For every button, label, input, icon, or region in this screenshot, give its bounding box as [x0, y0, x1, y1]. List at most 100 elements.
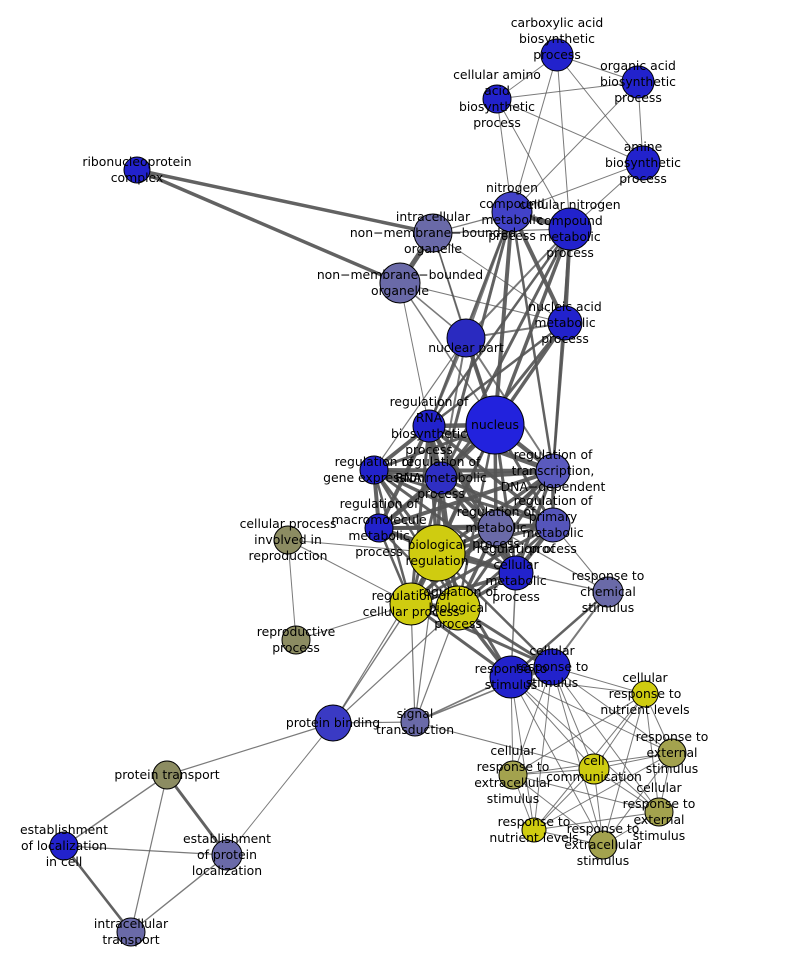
graph-edge: [512, 774, 660, 813]
graph-node-regulation-of-transcription-dna-dependent[interactable]: [535, 453, 571, 489]
graph-edge: [62, 845, 133, 933]
graph-node-protein-binding[interactable]: [314, 704, 352, 742]
graph-edge: [136, 168, 434, 235]
graph-edge: [373, 337, 467, 471]
graph-node-cellular-response-to-stimulus[interactable]: [533, 648, 571, 686]
graph-edge: [432, 228, 571, 234]
graph-edge: [493, 211, 514, 426]
graph-edge: [332, 552, 438, 724]
graph-edge: [130, 854, 228, 933]
graph-node-signal-transduction[interactable]: [400, 707, 430, 737]
graph-node-regulation-of-rna-metabolic-process[interactable]: [424, 461, 458, 495]
graph-node-cellular-response-to-extracellular-stimulus[interactable]: [498, 760, 528, 790]
graph-node-response-to-stimulus[interactable]: [489, 655, 533, 699]
graph-edge: [373, 468, 517, 575]
graph-node-nucleus[interactable]: [465, 395, 525, 455]
graph-edge: [440, 476, 554, 527]
graph-node-establishment-of-localization-in-cell[interactable]: [49, 831, 79, 861]
graph-edge: [496, 98, 571, 230]
graph-edge: [377, 425, 431, 529]
graph-node-nuclear-part[interactable]: [446, 318, 486, 358]
graph-node-regulation-of-macromolecule-metabolic-process[interactable]: [364, 513, 394, 543]
graph-node-intracellular-non-membrane-bounded-organelle[interactable]: [413, 213, 453, 253]
graph-node-cellular-response-to-external-stimulus[interactable]: [644, 797, 674, 827]
graph-node-cellular-nitrogen-compound-metabolic-process[interactable]: [548, 207, 592, 251]
graph-edge: [465, 228, 571, 339]
graph-edge: [556, 54, 644, 164]
graph-edge: [287, 539, 297, 641]
graph-node-response-to-extracellular-stimulus[interactable]: [588, 830, 618, 860]
graph-node-ribonucleoprotein-complex[interactable]: [123, 156, 151, 184]
graph-node-regulation-of-metabolic-process[interactable]: [477, 509, 515, 547]
graph-node-biological-regulation[interactable]: [408, 524, 466, 582]
graph-edge: [410, 602, 553, 669]
graph-edge: [456, 424, 497, 609]
graph-edge: [512, 666, 553, 776]
graph-node-protein-transport[interactable]: [152, 760, 182, 790]
graph-edge: [533, 666, 553, 831]
graph-edge: [399, 282, 430, 427]
graph-edge: [514, 470, 555, 574]
graph-node-cellular-response-to-nutrient-levels[interactable]: [631, 680, 659, 708]
graph-node-nitrogen-compound-metabolic-process[interactable]: [491, 191, 533, 233]
graph-edge: [399, 282, 566, 324]
graph-edge: [551, 666, 673, 754]
graph-edge: [510, 676, 604, 846]
edges-layer: [62, 54, 673, 933]
graph-edge: [465, 211, 513, 339]
graph-node-nucleic-acid-metabolic-process[interactable]: [547, 305, 583, 341]
graph-edge: [63, 774, 168, 847]
graph-edge: [136, 168, 401, 285]
graph-node-reproductive-process[interactable]: [281, 625, 311, 655]
graph-edge: [510, 676, 660, 813]
graph-edge: [551, 322, 567, 472]
graph-node-intracellular-transport[interactable]: [116, 917, 146, 947]
graph-node-regulation-of-gene-expression[interactable]: [359, 455, 389, 485]
graph-edge: [510, 676, 535, 831]
nodes-layer[interactable]: [49, 38, 687, 947]
graph-edge: [533, 752, 673, 831]
graph-edge: [556, 54, 571, 230]
graph-edge: [510, 676, 673, 754]
graph-edge: [551, 666, 660, 813]
graph-node-regulation-of-cellular-process[interactable]: [389, 582, 433, 626]
graph-node-establishment-of-protein-localization[interactable]: [211, 839, 243, 871]
graph-edge: [373, 468, 554, 473]
graph-edge: [512, 774, 604, 846]
graph-edge: [332, 607, 459, 724]
graph-edge: [373, 468, 554, 527]
graph-node-response-to-nutrient-levels[interactable]: [521, 817, 547, 843]
graph-edge: [602, 693, 646, 846]
graph-node-response-to-chemical-stimulus[interactable]: [592, 576, 624, 608]
graph-edge: [533, 811, 660, 831]
graph-node-cellular-amino-acid-biosynthetic-process[interactable]: [482, 84, 512, 114]
graph-edge: [165, 774, 229, 856]
graph-node-cellular-process-involved-in-reproduction[interactable]: [273, 525, 303, 555]
graph-node-regulation-of-biological-process[interactable]: [435, 585, 481, 631]
graph-edge: [496, 81, 639, 100]
graph-node-regulation-of-rna-biosynthetic-process[interactable]: [412, 409, 446, 443]
graph-node-amine-biosynthetic-process[interactable]: [625, 145, 661, 181]
graph-edge: [332, 603, 412, 724]
graph-node-regulation-of-primary-metabolic-process[interactable]: [535, 507, 571, 543]
graph-node-non-membrane-bounded-organelle[interactable]: [379, 262, 421, 304]
graph-edge: [373, 468, 497, 530]
graph-edge: [226, 722, 334, 856]
graph-node-response-to-external-stimulus[interactable]: [657, 738, 687, 768]
graph-edge: [432, 232, 566, 324]
graph-edge: [428, 322, 566, 427]
graph-node-regulation-of-cellular-metabolic-process[interactable]: [498, 555, 534, 591]
graph-edge: [510, 211, 555, 472]
graph-edge: [166, 722, 334, 776]
graph-node-carboxylic-acid-biosynthetic-process[interactable]: [540, 38, 574, 72]
graph-edge: [644, 693, 660, 813]
graph-edge: [427, 228, 572, 427]
graph-node-organic-acid-biosynthetic-process[interactable]: [621, 65, 655, 99]
graph-edge: [512, 693, 646, 776]
graph-edge: [511, 81, 639, 213]
graph-edge: [287, 539, 412, 605]
graph-edge: [372, 469, 413, 605]
graph-node-cell-communication[interactable]: [578, 753, 610, 785]
